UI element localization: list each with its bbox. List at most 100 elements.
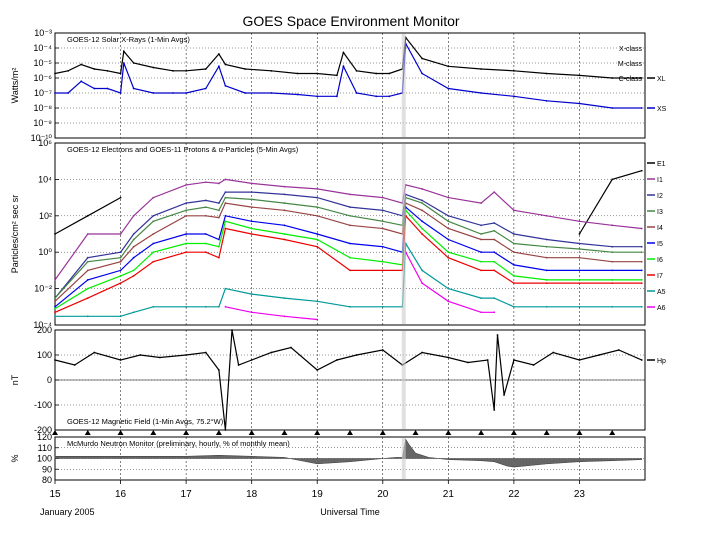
series-point-a5	[480, 297, 483, 300]
series-point-a6	[493, 311, 496, 314]
series-point-i3	[204, 206, 207, 209]
series-point-i4	[512, 251, 515, 254]
series-point-i2	[480, 224, 483, 227]
series-point-i4	[316, 214, 319, 217]
series-point-xl	[270, 69, 273, 72]
series-point-xl	[224, 63, 227, 66]
series-point-i1	[381, 196, 384, 199]
series-point-i3	[119, 256, 122, 259]
legend-label-i6: I6	[657, 257, 663, 264]
series-line-xs	[55, 41, 642, 109]
indicator-triangle	[314, 430, 321, 435]
flare-class-label: X-class	[619, 46, 642, 53]
series-point-xs	[224, 84, 227, 87]
series-point-i6	[640, 279, 643, 281]
legend-label-xl: XL	[657, 76, 666, 83]
indicator-triangle	[117, 430, 124, 435]
series-point-i6	[447, 251, 450, 254]
panel-2: 200 100 0 -100 -200 nT GOES-12 Magnetic Field …	[10, 325, 666, 435]
series-point-i5	[640, 269, 643, 272]
y-tick-label: 0	[47, 375, 52, 385]
series-point-i2	[152, 214, 155, 217]
series-point-a6	[283, 315, 286, 318]
series-point-i1	[224, 178, 227, 181]
series-point-xl	[93, 68, 96, 70]
series-point-i4	[152, 233, 155, 235]
series-point-a5	[152, 305, 155, 308]
series-point-i1	[512, 209, 515, 212]
series-point-i7	[283, 238, 286, 241]
series-point-hp	[335, 359, 338, 361]
series-point-i4	[447, 227, 450, 230]
indicator-triangle	[543, 430, 550, 435]
series-point-hp	[217, 369, 220, 371]
series-point-i6	[54, 307, 56, 310]
series-point-i3	[224, 196, 227, 199]
indicator-triangle	[183, 430, 190, 435]
series-point-i4	[545, 256, 548, 259]
series-point-i7	[132, 274, 135, 277]
series-point-i4	[283, 209, 286, 212]
series-point-xs	[244, 92, 247, 94]
series-point-i1	[86, 233, 89, 235]
series-point-i2	[204, 199, 207, 202]
series-point-xs	[640, 107, 643, 109]
y-tick-label: 10⁻¹⁰	[31, 133, 53, 143]
series-point-i4	[224, 202, 227, 204]
y-tick-label: 10⁶	[38, 138, 52, 148]
series-point-i1	[447, 196, 450, 199]
series-point-i6	[578, 279, 581, 281]
y-tick-label: 90	[42, 464, 52, 474]
series-point-i6	[185, 242, 188, 245]
event-marker	[401, 34, 406, 137]
y-tick-label: 10⁻²	[34, 284, 52, 294]
series-point-xs	[152, 92, 155, 94]
series-point-xs	[93, 87, 96, 90]
series-point-i3	[316, 206, 319, 209]
indicator-triangle	[510, 430, 517, 435]
indicator-triangle	[445, 430, 452, 435]
series-point-xs	[270, 92, 273, 94]
series-point-i6	[381, 260, 384, 263]
series-point-xl	[512, 69, 515, 72]
series-point-i5	[204, 233, 207, 235]
y-tick-label: -200	[34, 425, 52, 435]
series-point-hp	[421, 351, 424, 354]
series-point-xs	[67, 92, 70, 94]
legend-label-i4: I4	[657, 225, 663, 232]
series-point-i3	[185, 209, 188, 212]
series-point-a5	[217, 305, 220, 308]
series-point-a5	[250, 293, 253, 295]
series-point-i2	[224, 191, 227, 194]
series-point-i6	[545, 279, 548, 281]
series-point-xl	[447, 65, 450, 68]
series-point-i7	[421, 233, 424, 235]
x-tick-label: 18	[246, 489, 258, 500]
x-tick-label: 22	[508, 489, 520, 500]
series-point-i3	[447, 220, 450, 223]
x-tick-label: 17	[181, 489, 193, 500]
series-point-i3	[512, 242, 515, 245]
series-point-hp	[224, 429, 227, 431]
legend-label-e1: E1	[657, 161, 666, 168]
series-point-xl	[152, 66, 155, 69]
series-point-i6	[224, 220, 227, 223]
series-point-i1	[545, 214, 548, 217]
series-point-i7	[480, 269, 483, 272]
series-point-i1	[611, 224, 614, 227]
y-tick-label: 10⁻⁶	[34, 73, 53, 83]
series-point-xl	[106, 69, 109, 72]
legend-label-a6: A6	[657, 305, 666, 312]
series-point-i7	[86, 297, 89, 300]
series-point-i6	[132, 269, 135, 272]
y-axis-label: Watts/m²	[10, 68, 20, 104]
series-point-i5	[54, 305, 56, 308]
series-point-i5	[132, 256, 135, 259]
series-point-i1	[480, 202, 483, 204]
series-point-hp	[578, 359, 581, 361]
series-point-e1	[86, 214, 89, 217]
series-line-hp	[54, 329, 642, 431]
series-point-a5	[381, 305, 384, 308]
series-point-hp	[290, 346, 292, 349]
